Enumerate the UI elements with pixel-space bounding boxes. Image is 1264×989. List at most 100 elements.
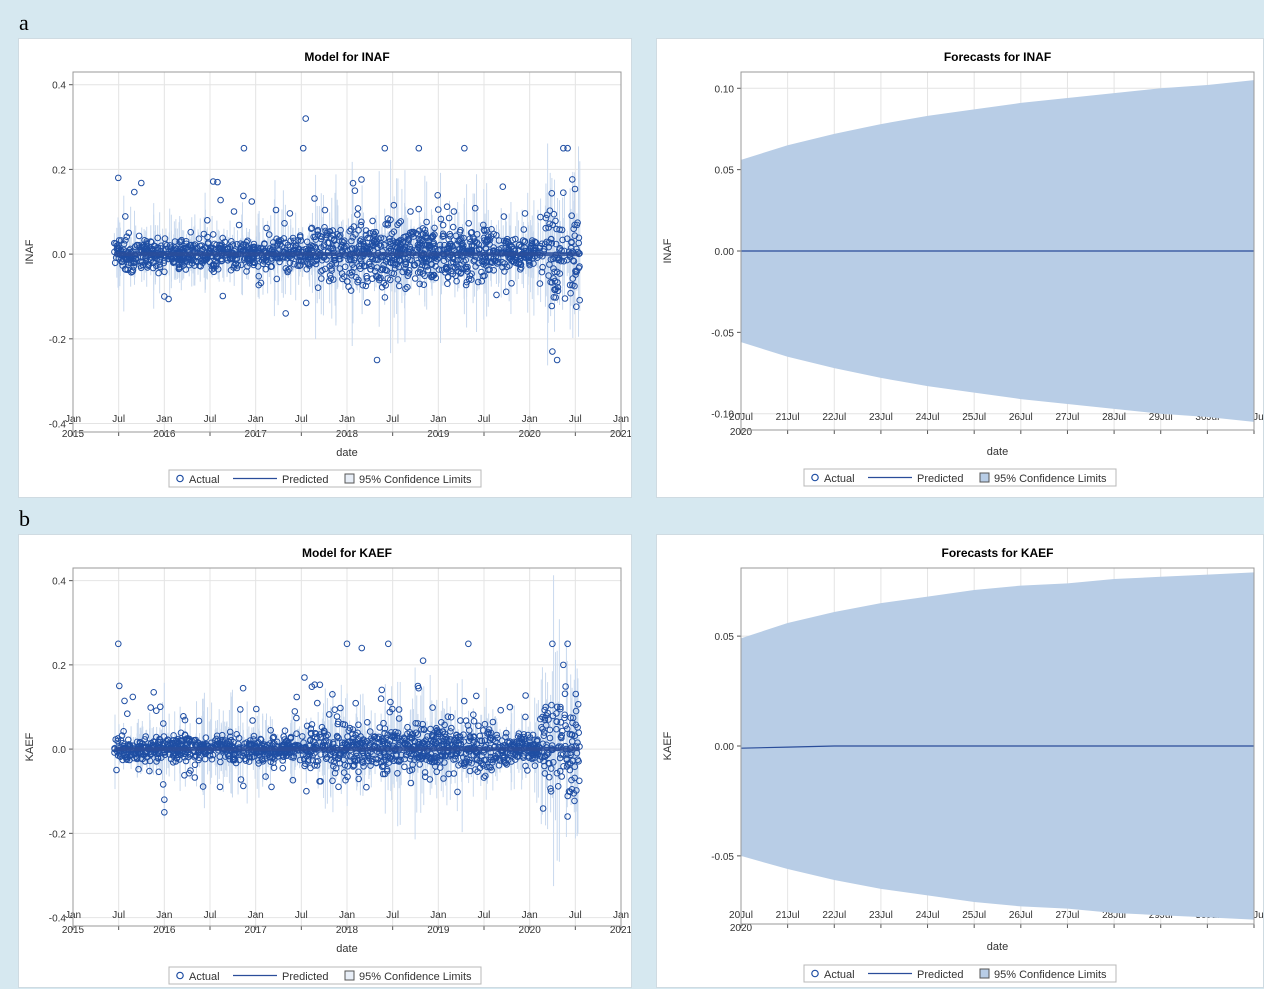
model-kaef-actual-point [317,751,325,758]
model-inaf-actual-point [425,241,433,249]
legend-box [803,468,1117,487]
model-inaf-actual-point [380,279,388,287]
model-inaf-actual-point [330,236,338,244]
model-inaf-actual-point [548,239,556,247]
model-inaf-actual-point [460,258,467,265]
model-inaf-actual-point [327,245,334,252]
model-kaef-actual-point [537,715,544,723]
model-inaf-actual-point [432,263,439,270]
model-inaf-actual-point [350,223,358,230]
model-inaf-actual-point [545,224,552,231]
model-inaf-actual-point [321,224,328,231]
model-kaef-actual-point [482,772,489,780]
model-inaf-actual-point [450,208,458,215]
model-inaf-xtick-label-5: Jul [295,414,308,425]
model-kaef-actual-point [450,770,458,777]
model-inaf-actual-point [572,268,580,276]
model-kaef-actual-point [293,714,300,722]
model-inaf-actual-point [380,241,388,249]
legend-ci-label: 95% Confidence Limits [994,473,1107,485]
model-kaef-actual-point [202,734,210,741]
model-inaf-actual-point [417,237,424,244]
legend-ci-swatch [344,970,355,981]
model-inaf-actual-point [377,234,385,242]
model-inaf-actual-point [359,281,367,289]
model-inaf-actual-point [224,245,232,253]
model-inaf-notable-point-10 [549,348,556,355]
model-inaf-actual-point [125,229,133,237]
model-kaef-xtick-year-12: 2021 [610,925,631,936]
model-kaef-actual-point [571,797,578,805]
model-kaef-actual-point [126,756,133,764]
model-inaf-actual-point [517,266,524,273]
model-inaf-actual-point [558,226,566,234]
model-kaef-actual-point [378,686,386,694]
model-inaf-actual-point [439,233,447,240]
model-inaf-actual-point [328,267,335,274]
model-kaef-actual-point [487,735,495,742]
model-kaef-actual-point [187,767,194,774]
model-inaf-actual-point [234,262,242,269]
model-inaf-actual-point [179,260,186,267]
legend-ci-label: 95% Confidence Limits [359,971,472,983]
model-inaf-actual-point [261,258,268,265]
model-kaef-actual-point [409,761,417,769]
model-inaf-actual-point [255,281,262,289]
model-kaef-actual-point [470,711,477,718]
model-inaf-actual-point [262,265,270,273]
model-inaf-actual-point [397,218,405,225]
model-inaf-actual-point [537,213,544,221]
model-inaf-actual-point [302,299,310,307]
model-inaf-actual-point [187,228,194,236]
model-inaf-actual-point [411,275,419,282]
model-inaf-title: Model for INAF [304,50,389,64]
model-inaf-actual-point [318,275,325,282]
model-inaf-actual-point [231,261,238,269]
model-inaf-actual-point [422,259,430,266]
legend-predicted-label: Predicted [282,474,328,486]
model-kaef-actual-point [343,752,350,759]
model-inaf-actual-point [341,237,348,244]
legend-predicted-label: Predicted [917,969,963,981]
legend-box [168,966,482,985]
model-kaef-xtick-label-11: Jul [569,910,582,921]
model-kaef-xlabel: date [336,943,357,955]
model-kaef-actual-point [442,733,450,741]
model-kaef-actual-point [181,772,188,779]
model-kaef-actual-point [180,736,188,744]
model-inaf-actual-point [395,263,403,271]
model-inaf-actual-point [354,278,361,286]
model-kaef-actual-point [571,763,579,770]
model-inaf-actual-point [421,272,429,280]
model-kaef-actual-point [398,751,405,759]
model-inaf-actual-point [250,261,258,269]
model-kaef-actual-point [418,726,425,733]
legend-predicted-label: Predicted [282,971,328,983]
model-inaf-actual-point [402,265,409,272]
model-kaef-actual-point [444,713,452,720]
model-kaef-actual-point [541,770,549,777]
model-kaef-actual-point [497,706,505,714]
model-kaef-actual-point [395,715,403,722]
model-kaef-actual-point [553,769,561,777]
model-kaef-actual-point [540,729,548,736]
model-inaf-actual-point [284,267,291,274]
forecast-kaef-ytick-label-1: 0.00 [715,742,735,753]
model-inaf-actual-point [217,196,224,204]
model-inaf-actual-point [368,262,375,270]
model-inaf-actual-point [476,245,483,252]
model-inaf-actual-point [281,220,288,227]
model-kaef-actual-point [345,727,353,734]
model-kaef-actual-point [239,752,247,760]
model-kaef-actual-point [381,753,389,761]
model-inaf-xtick-year-4: 2017 [245,429,268,440]
model-kaef-actual-point [310,738,317,745]
model-kaef-actual-point [559,727,566,735]
model-inaf-notable-point-3 [302,115,310,122]
model-inaf-actual-point [358,176,365,183]
model-kaef-actual-point [165,736,172,744]
model-kaef-actual-point [303,722,311,730]
model-inaf-actual-point [219,234,226,242]
model-inaf-actual-point [143,243,151,250]
model-inaf-actual-point [464,268,472,275]
